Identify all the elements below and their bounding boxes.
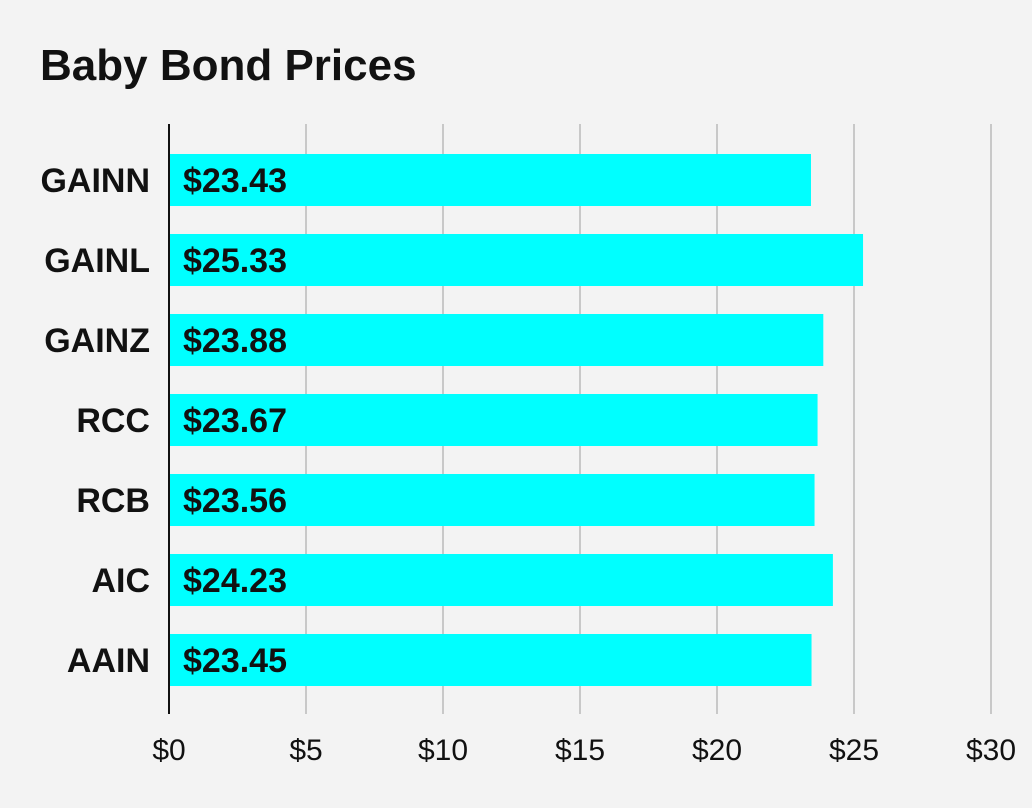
bar bbox=[169, 154, 811, 206]
category-label: RCB bbox=[76, 482, 150, 520]
x-axis-ticks: $0 $5 $10 $15 $20 $25 $30 bbox=[152, 124, 1016, 767]
category-label: GAINL bbox=[44, 242, 150, 280]
chart-title: Baby Bond Prices bbox=[40, 41, 417, 90]
bar bbox=[169, 474, 815, 526]
bars bbox=[169, 154, 864, 686]
category-label: GAINN bbox=[40, 162, 150, 200]
category-label: AIC bbox=[91, 562, 150, 600]
value-label: $23.45 bbox=[183, 642, 287, 680]
bar bbox=[169, 314, 824, 366]
value-label: $23.67 bbox=[183, 402, 287, 440]
x-tick-label: $25 bbox=[829, 734, 879, 767]
x-tick-label: $10 bbox=[418, 734, 468, 767]
category-label: GAINZ bbox=[44, 322, 150, 360]
x-tick-label: $5 bbox=[289, 734, 322, 767]
x-tick-label: $20 bbox=[692, 734, 742, 767]
x-tick-label: $15 bbox=[555, 734, 605, 767]
x-tick-label: $0 bbox=[152, 734, 185, 767]
x-tick-label: $30 bbox=[966, 734, 1016, 767]
bar bbox=[169, 634, 812, 686]
value-label: $24.23 bbox=[183, 562, 287, 600]
bar bbox=[169, 554, 833, 606]
value-label: $23.56 bbox=[183, 482, 287, 520]
category-label: AAIN bbox=[67, 642, 150, 680]
bar bbox=[169, 234, 864, 286]
bar bbox=[169, 394, 818, 446]
category-label: RCC bbox=[76, 402, 150, 440]
value-label: $23.88 bbox=[183, 322, 287, 360]
labels: GAINN $23.43 GAINL $25.33 GAINZ $23.88 RCC $23.… bbox=[40, 162, 287, 680]
value-label: $25.33 bbox=[183, 242, 287, 280]
value-label: $23.43 bbox=[183, 162, 287, 200]
